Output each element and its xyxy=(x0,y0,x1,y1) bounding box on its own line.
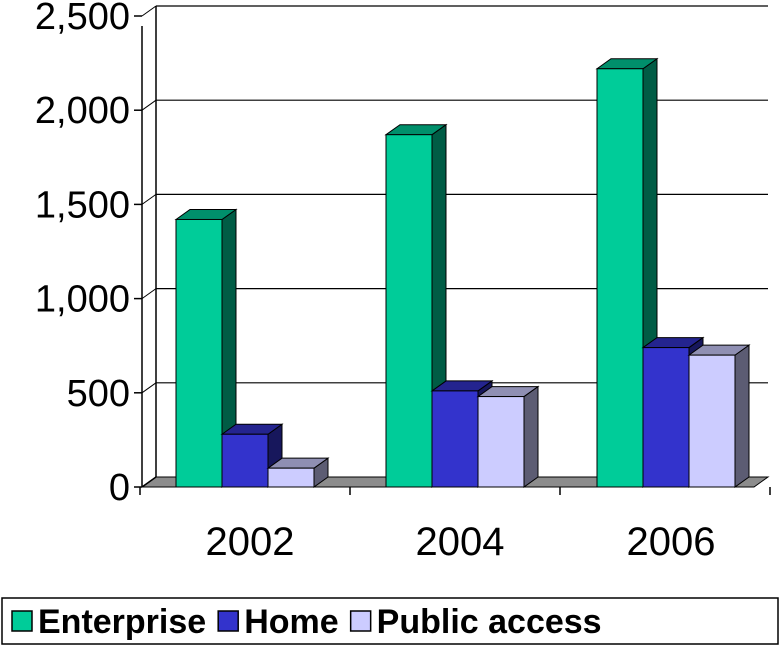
legend-swatch-enterprise xyxy=(11,610,33,632)
bar-front xyxy=(642,347,690,488)
legend-label-home: Home xyxy=(244,603,338,641)
bar-public-access-2002 xyxy=(266,457,330,488)
bar-enterprise-2002 xyxy=(174,208,238,488)
bar-front xyxy=(688,354,736,488)
legend-label-enterprise: Enterprise xyxy=(38,603,206,641)
bars xyxy=(174,57,751,488)
bar-front xyxy=(431,390,479,488)
y-tick-label: 500 xyxy=(67,373,130,415)
y-axis-base-edge xyxy=(141,476,157,488)
bar-enterprise-2006 xyxy=(595,57,659,488)
bar-front xyxy=(267,467,315,488)
bar-public-access-2004 xyxy=(476,385,540,488)
bar-front xyxy=(477,396,525,488)
bar-side xyxy=(523,385,539,488)
legend-box xyxy=(1,597,779,645)
bar-front xyxy=(221,433,269,488)
bar-front xyxy=(175,218,223,488)
bar-side xyxy=(734,344,750,488)
legend: Enterprise Home Public access xyxy=(1,597,779,645)
gridline-side xyxy=(141,99,157,111)
legend-label-public-access: Public access xyxy=(377,603,602,641)
bar-front xyxy=(385,134,433,488)
x-tick-label: 2002 xyxy=(206,520,295,564)
x-tick-label: 2004 xyxy=(416,520,505,564)
legend-swatch-home xyxy=(217,610,239,632)
y-tick-label: 1,500 xyxy=(35,184,130,226)
y-tick-label: 0 xyxy=(109,467,130,509)
tick-labels: 0 500 1,000 1,500 2,000 2,500 2002 2004 2006 xyxy=(35,0,716,564)
gridline-side xyxy=(141,288,157,300)
x-tick-label: 2006 xyxy=(627,520,716,564)
gridline-side xyxy=(141,382,157,394)
axes xyxy=(134,15,771,495)
bar-public-access-2006 xyxy=(687,344,751,488)
legend-swatch-public-access xyxy=(349,610,372,632)
bar-front xyxy=(596,68,644,488)
y-tick-label: 1,000 xyxy=(35,279,130,321)
gridline-side xyxy=(141,5,157,17)
gridline-side xyxy=(141,193,157,205)
y-tick-label: 2,000 xyxy=(35,90,130,132)
y-tick-label: 2,500 xyxy=(35,0,130,38)
